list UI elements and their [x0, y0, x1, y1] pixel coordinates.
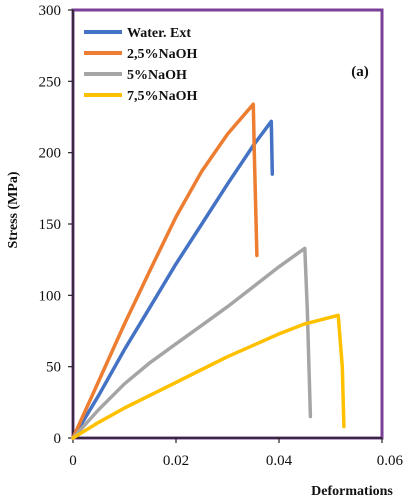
y-tick-label: 300 — [39, 3, 62, 19]
legend-label: 2,5%NaOH — [127, 47, 198, 62]
x-axis-label: Deformations — [311, 484, 393, 497]
series-line — [71, 313, 346, 440]
y-tick-label: 50 — [46, 360, 61, 376]
series-line — [71, 119, 275, 440]
legend-label: Water. Ext — [127, 26, 191, 41]
series-layer — [71, 102, 346, 440]
y-tick-label: 250 — [39, 74, 62, 90]
x-tick-label: 0 — [69, 453, 77, 469]
axes: 0 50 100 150 200 250 300 0 0.02 0.04 0.06 — [39, 3, 404, 469]
series-line — [71, 102, 259, 440]
series-line — [71, 246, 313, 440]
y-tick-label: 150 — [39, 217, 62, 233]
x-tick-label: 0.02 — [163, 453, 189, 469]
legend-label: 5%NaOH — [127, 68, 187, 83]
legend-label: 7,5%NaOH — [127, 89, 198, 104]
y-axis-label: Stress (MPa) — [6, 171, 21, 248]
y-tick-label: 100 — [39, 288, 62, 304]
y-tick-label: 200 — [39, 146, 62, 162]
legend: Water. Ext 2,5%NaOH 5%NaOH 7,5%NaOH — [84, 26, 198, 104]
x-tick-label: 0.04 — [266, 453, 293, 469]
panel-label: (a) — [351, 64, 369, 80]
y-tick-label: 0 — [54, 431, 62, 447]
x-tick-label: 0.06 — [377, 453, 404, 469]
